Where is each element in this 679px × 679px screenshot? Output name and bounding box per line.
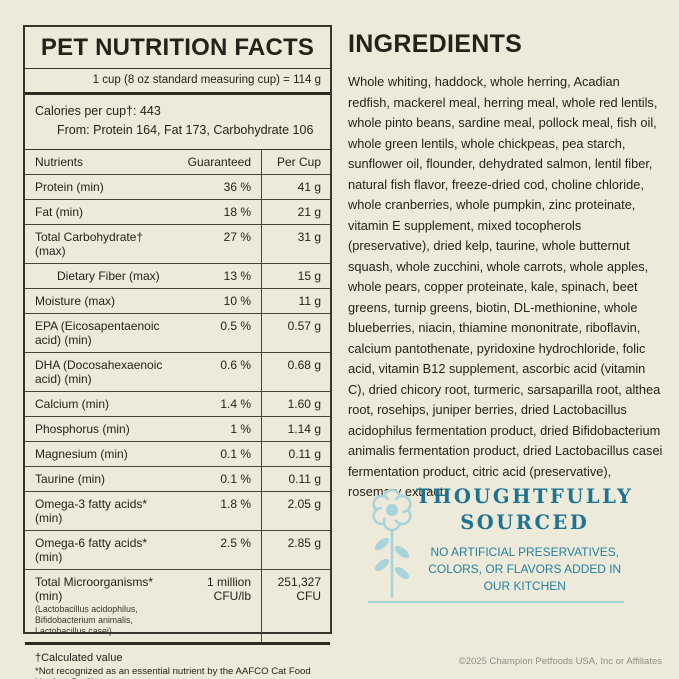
guaranteed-value: 36 % xyxy=(223,179,251,194)
table-row: Total Carbohydrate† (max) 27 % 31 g xyxy=(25,224,330,264)
nutrients-table-body: Protein (min) 36 % 41 g Fat (min) 18 % 21 g To… xyxy=(25,174,330,645)
nutrient-name: Total Microorganisms* (min) (Lactobacillu… xyxy=(25,570,181,642)
table-row: Total Microorganisms* (min) (Lactobacillu… xyxy=(25,569,330,645)
nutrient-name: Omega-3 fatty acids* (min) xyxy=(35,496,148,525)
per-cup-value: 1.14 g xyxy=(261,416,330,441)
header-nutrients: Nutrients xyxy=(35,154,84,169)
table-row: Protein (min) 36 % 41 g xyxy=(25,174,330,200)
calories-block: Calories per cup†: 443 From: Protein 164… xyxy=(25,95,330,150)
per-cup-value: 21 g xyxy=(261,199,330,224)
footnote-calculated-value: †Calculated value xyxy=(35,651,123,664)
guaranteed-value: 13 % xyxy=(223,268,251,283)
nutrient-name: DHA (Docosahexaenoic acid) (min) xyxy=(35,357,163,386)
per-cup-value: 0.11 g xyxy=(261,441,330,466)
nutrient-name: Phosphorus (min) xyxy=(35,421,130,436)
nutrients-table-header: Nutrients Guaranteed Per Cup xyxy=(25,149,330,175)
per-cup-value: 2.05 g xyxy=(261,491,330,530)
nutrient-subname: (Lactobacillus acidophilus, Bifidobacter… xyxy=(35,603,138,636)
table-row: Magnesium (min) 0.1 % 0.11 g xyxy=(25,441,330,467)
calories-per-cup: Calories per cup†: 443 xyxy=(35,104,161,119)
per-cup-value: 2.85 g xyxy=(261,530,330,569)
nutrient-name: Calcium (min) xyxy=(35,396,110,411)
table-row: Moisture (max) 10 % 11 g xyxy=(25,288,330,314)
guaranteed-value: 0.5 % xyxy=(220,318,251,333)
ingredients-section: INGREDIENTS Whole whiting, haddock, whol… xyxy=(348,30,663,503)
guaranteed-value: 0.6 % xyxy=(220,357,251,372)
table-row: Fat (min) 18 % 21 g xyxy=(25,199,330,225)
header-guaranteed: Guaranteed xyxy=(187,154,251,169)
footnote-aafco: *Not recognized as an essential nutrient… xyxy=(35,665,311,679)
nutrient-name: Dietary Fiber (max) xyxy=(57,268,160,283)
table-row: Omega-3 fatty acids* (min) 1.8 % 2.05 g xyxy=(25,491,330,531)
per-cup-value: 1.60 g xyxy=(261,391,330,416)
per-cup-value: 0.57 g xyxy=(261,313,330,352)
nutrition-facts-title: PET NUTRITION FACTS xyxy=(25,27,330,70)
guaranteed-value: 1 million CFU/lb xyxy=(206,574,251,603)
guaranteed-value: 0.1 % xyxy=(220,471,251,486)
guaranteed-value: 18 % xyxy=(223,204,251,219)
guaranteed-value: 1 % xyxy=(230,421,251,436)
thoughtfully-sourced-badge: THOUGHTFULLY SOURCED NO ARTIFICIAL PRESE… xyxy=(368,484,631,603)
sourced-line-2: SOURCED xyxy=(460,511,590,535)
per-cup-value: 11 g xyxy=(261,288,330,313)
nutrient-name: EPA (Eicosapentaenoic acid) (min) xyxy=(35,318,160,347)
table-row: Phosphorus (min) 1 % 1.14 g xyxy=(25,416,330,442)
per-cup-value: 41 g xyxy=(261,174,330,199)
sourced-subtext: NO ARTIFICIAL PRESERVATIVES, COLORS, OR … xyxy=(428,544,622,593)
sourced-line-1: THOUGHTFULLY xyxy=(416,485,634,508)
nutrient-name: Fat (min) xyxy=(35,204,83,219)
table-row: Dietary Fiber (max) 13 % 15 g xyxy=(25,263,330,289)
nutrient-name: Magnesium (min) xyxy=(35,446,128,461)
guaranteed-value: 1.4 % xyxy=(220,396,251,411)
guaranteed-value: 10 % xyxy=(223,293,251,308)
sourced-text-block: THOUGHTFULLY SOURCED NO ARTIFICIAL PRESE… xyxy=(416,484,633,601)
nutrients-table: Nutrients Guaranteed Per Cup Protein (mi… xyxy=(25,149,330,645)
ingredients-text: Whole whiting, haddock, whole herring, A… xyxy=(348,74,663,499)
table-row: EPA (Eicosapentaenoic acid) (min) 0.5 % 0.… xyxy=(25,313,330,353)
calories-from: From: Protein 164, Fat 173, Carbohydrate… xyxy=(57,123,314,138)
table-row: DHA (Docosahexaenoic acid) (min) 0.6 % 0.6… xyxy=(25,352,330,392)
table-row: Taurine (min) 0.1 % 0.11 g xyxy=(25,466,330,492)
header-per-cup: Per Cup xyxy=(261,149,330,174)
guaranteed-value: 0.1 % xyxy=(220,446,251,461)
serving-size-line: 1 cup (8 oz standard measuring cup) = 11… xyxy=(25,69,330,96)
per-cup-value: 251,327 CFU xyxy=(261,569,330,642)
table-row: Calcium (min) 1.4 % 1.60 g xyxy=(25,391,330,417)
per-cup-value: 0.68 g xyxy=(261,352,330,391)
nutrient-name: Moisture (max) xyxy=(35,293,116,308)
per-cup-value: 0.11 g xyxy=(261,466,330,491)
per-cup-value: 31 g xyxy=(261,224,330,263)
guaranteed-value: 2.5 % xyxy=(220,535,251,550)
flower-icon xyxy=(372,488,412,598)
guaranteed-value: 27 % xyxy=(223,229,251,244)
nutrition-facts-panel: PET NUTRITION FACTS 1 cup (8 oz standard… xyxy=(23,25,332,679)
per-cup-value: 15 g xyxy=(261,263,330,288)
nutrient-name: Total Carbohydrate† (max) xyxy=(35,229,144,258)
nutrient-name: Taurine (min) xyxy=(35,471,106,486)
footnotes-block: †Calculated value *Not recognized as an … xyxy=(25,645,330,679)
ingredients-title: INGREDIENTS xyxy=(348,30,523,58)
table-row: Omega-6 fatty acids* (min) 2.5 % 2.85 g xyxy=(25,530,330,570)
nutrient-name: Omega-6 fatty acids* (min) xyxy=(35,535,148,564)
copyright-notice: ©2025 Champion Petfoods USA, Inc or Affi… xyxy=(458,656,662,667)
nutrient-name: Protein (min) xyxy=(35,179,104,194)
guaranteed-value: 1.8 % xyxy=(220,496,251,511)
